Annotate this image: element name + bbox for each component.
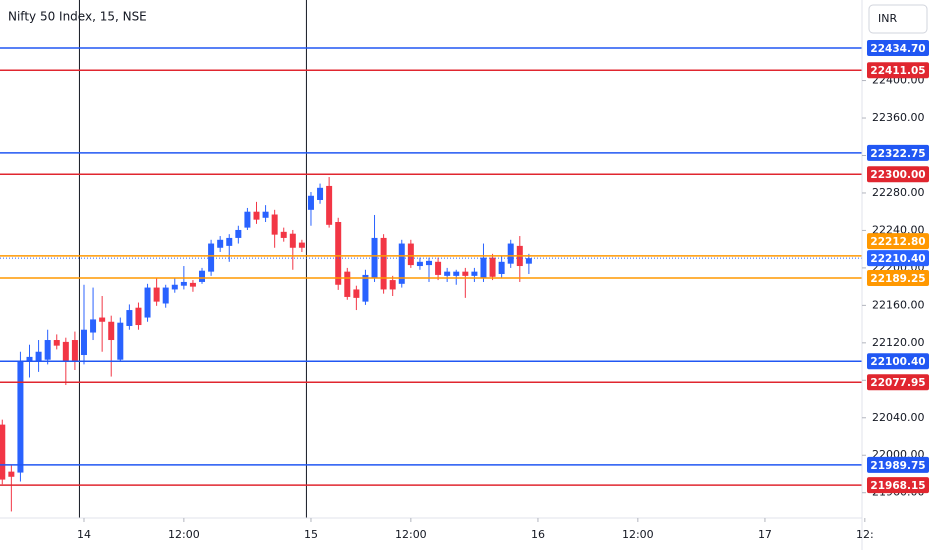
price-label-bg: [867, 144, 929, 161]
candle-body: [407, 243, 414, 266]
candle-body: [362, 274, 369, 302]
candle-body: [17, 361, 24, 473]
candle-body: [453, 271, 460, 276]
price-label-bg: [867, 374, 929, 391]
y-tick-label: 22280.00: [872, 186, 925, 199]
candle-body: [426, 260, 433, 266]
chart-title: Nifty 50 Index, 15, NSE: [8, 10, 147, 24]
candle-body: [289, 233, 296, 248]
y-tick-label: 22120.00: [872, 336, 925, 349]
candle-body: [244, 211, 251, 228]
x-tick-label: 12:00: [395, 528, 427, 541]
price-label: 21989.75: [870, 460, 925, 472]
x-tick-label: 16: [531, 528, 545, 541]
x-tick-label: 17: [758, 528, 772, 541]
candle-body: [335, 222, 342, 285]
candle-body: [326, 185, 333, 225]
candle-body: [444, 271, 451, 276]
x-tick-label: 15: [304, 528, 318, 541]
price-label: 22212.80: [870, 236, 925, 248]
candle-body: [262, 211, 269, 218]
candle-body: [71, 340, 78, 362]
candle-body: [180, 281, 187, 286]
candle-body: [307, 195, 314, 210]
last-price-label-bg: [867, 250, 929, 267]
price-label-bg: [867, 353, 929, 370]
candle-body: [471, 271, 478, 276]
candle-body: [162, 287, 169, 304]
candle-body: [99, 317, 106, 322]
candle-body: [525, 258, 532, 264]
candle-body: [507, 243, 514, 264]
candle-body: [462, 271, 469, 276]
candle-body: [199, 270, 206, 282]
candle-body: [480, 257, 487, 278]
candle-body: [53, 340, 60, 346]
y-tick-label: 22360.00: [872, 111, 925, 124]
price-label-bg: [867, 269, 929, 286]
candle-body: [62, 341, 69, 362]
candle-body: [0, 424, 6, 480]
price-label-bg: [867, 40, 929, 57]
candle-body: [135, 307, 142, 326]
candle-body: [235, 229, 242, 238]
candle-body: [498, 261, 505, 274]
price-label: 22100.40: [870, 356, 925, 368]
candle-body: [226, 237, 233, 246]
candle-body: [153, 287, 160, 302]
candle-body: [389, 280, 396, 290]
price-label-bg: [867, 477, 929, 494]
x-tick-label: 12:00: [168, 528, 200, 541]
candle-body: [35, 351, 42, 362]
candle-body: [8, 471, 15, 477]
price-label-bg: [867, 456, 929, 473]
candle-body: [371, 237, 378, 278]
candle-body: [271, 214, 278, 235]
plot-area: [0, 0, 862, 518]
price-label: 22322.75: [870, 148, 925, 160]
price-label: 21968.15: [870, 480, 925, 492]
candle-body: [380, 237, 387, 290]
price-label: 22189.25: [870, 273, 925, 285]
candle-body: [353, 289, 360, 298]
axes: 21960.0022000.0022040.0022080.0022120.00…: [77, 74, 925, 541]
candle-body: [117, 322, 124, 360]
price-label-bg: [867, 62, 929, 79]
price-label-bg: [867, 166, 929, 183]
candle-body: [108, 321, 115, 341]
candle-body: [144, 287, 151, 318]
candle-body: [171, 284, 178, 290]
candle-body: [253, 211, 260, 220]
last-price-label: 22210.40: [870, 253, 925, 265]
candle-body: [317, 187, 324, 200]
candle-body: [489, 257, 496, 277]
candle-body: [44, 340, 51, 360]
y-tick-label: 22160.00: [872, 298, 925, 311]
price-label: 22434.70: [870, 43, 925, 55]
x-tick-label: 14: [77, 528, 91, 541]
y-tick-label: 22040.00: [872, 411, 925, 424]
price-label: 22077.95: [870, 377, 925, 389]
candle-body: [416, 261, 423, 267]
price-label-bg: [867, 233, 929, 250]
candle-body: [344, 271, 351, 297]
candle-body: [280, 231, 287, 238]
candle-body: [298, 242, 305, 248]
candle-body: [208, 243, 215, 272]
candle-body: [398, 243, 405, 284]
candle-body: [217, 239, 224, 248]
candle-body: [189, 282, 196, 287]
candle-body: [435, 261, 442, 275]
currency-label[interactable]: INR: [878, 12, 897, 25]
candle-body: [26, 356, 33, 362]
price-label: 22300.00: [870, 169, 925, 181]
currency-button[interactable]: [868, 4, 928, 34]
candle-body: [126, 310, 133, 326]
x-tick-label: 12:: [856, 528, 874, 541]
x-tick-label: 12:00: [622, 528, 654, 541]
candle-body: [90, 319, 97, 333]
candle-body: [80, 329, 87, 356]
price-label: 22411.05: [870, 65, 925, 77]
